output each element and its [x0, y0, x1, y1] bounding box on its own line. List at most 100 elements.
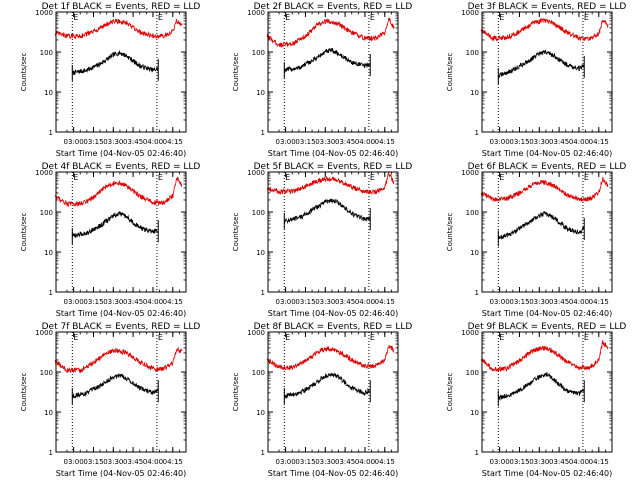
- x-tick-label: 03:30: [315, 458, 335, 466]
- y-tick-label: 1000: [247, 9, 265, 17]
- plot-frame: [55, 11, 187, 133]
- x-tick-label: 03:45: [335, 458, 355, 466]
- detector-panel: Det 8f BLACK = Events, RED = LLD Counts/s…: [232, 322, 412, 478]
- x-tick-label: 04:00: [569, 458, 589, 466]
- y-tick-label: 10: [470, 89, 479, 97]
- plot-frame: [481, 11, 613, 133]
- events-series-line: [71, 373, 159, 399]
- x-tick-label: 03:15: [83, 298, 103, 306]
- x-tick-label: 03:15: [83, 138, 103, 146]
- y-axis-label: Counts/sec: [232, 53, 240, 92]
- y-tick-label: 10: [256, 409, 265, 417]
- panel-title: Det 2f BLACK = Events, RED = LLD: [254, 2, 413, 12]
- event-marker-label: E: [285, 173, 290, 182]
- x-tick-label: 03:30: [103, 458, 123, 466]
- x-tick-label: 03:30: [103, 298, 123, 306]
- event-marker-label: E: [370, 13, 375, 22]
- y-tick-label: 1000: [35, 169, 53, 177]
- events-series-line: [283, 198, 371, 225]
- y-axis-label: Counts/sec: [232, 373, 240, 412]
- lld-series-line: [54, 347, 183, 374]
- y-tick-label: 1: [475, 449, 479, 457]
- y-axis-label: Counts/sec: [20, 373, 28, 412]
- detector-panel: Det 2f BLACK = Events, RED = LLD Counts/s…: [232, 2, 412, 158]
- y-tick-label: 10: [470, 249, 479, 257]
- y-tick-label: 1: [475, 289, 479, 297]
- y-tick-label: 100: [40, 49, 53, 57]
- x-tick-label: 04:00: [143, 138, 163, 146]
- x-tick-label: 04:00: [355, 298, 375, 306]
- event-marker-label: E: [158, 333, 163, 342]
- y-tick-label: 10: [44, 409, 53, 417]
- event-marker-label: E: [158, 13, 163, 22]
- x-axis-label: Start Time (04-Nov-05 02:46:40): [268, 469, 398, 478]
- y-tick-label: 1000: [461, 329, 479, 337]
- x-tick-label: 03:00: [64, 138, 84, 146]
- x-tick-label: 03:00: [276, 298, 296, 306]
- events-series-line: [497, 49, 585, 78]
- lld-series-line: [480, 17, 609, 42]
- y-tick-label: 1000: [35, 9, 53, 17]
- x-tick-label: 03:15: [509, 298, 529, 306]
- plot-frame: [55, 331, 187, 453]
- y-tick-label: 10: [256, 249, 265, 257]
- panel-title: Det 4f BLACK = Events, RED = LLD: [42, 162, 201, 172]
- x-tick-label: 03:00: [490, 458, 510, 466]
- y-axis-label: Counts/sec: [446, 213, 454, 252]
- x-tick-label: 04:00: [143, 458, 163, 466]
- x-tick-label: 04:15: [589, 298, 609, 306]
- plot-frame: [481, 171, 613, 293]
- y-tick-label: 1000: [35, 329, 53, 337]
- y-axis-label: Counts/sec: [446, 53, 454, 92]
- x-tick-label: 04:00: [143, 298, 163, 306]
- y-tick-label: 1: [261, 449, 265, 457]
- x-tick-label: 03:15: [83, 458, 103, 466]
- event-marker-label: E: [370, 333, 375, 342]
- plot-frame: [55, 171, 187, 293]
- x-tick-label: 04:15: [375, 458, 395, 466]
- detector-panel: Det 7f BLACK = Events, RED = LLD Counts/s…: [20, 322, 200, 478]
- x-tick-label: 03:15: [295, 138, 315, 146]
- lld-series-line: [480, 176, 609, 203]
- detector-panel: Det 3f BLACK = Events, RED = LLD Counts/s…: [446, 2, 626, 158]
- x-tick-label: 03:00: [490, 138, 510, 146]
- x-tick-label: 03:30: [529, 138, 549, 146]
- x-tick-label: 04:15: [163, 298, 183, 306]
- y-tick-label: 100: [252, 49, 265, 57]
- events-series-line: [71, 50, 159, 76]
- event-marker-label: E: [73, 173, 78, 182]
- y-axis-label: Counts/sec: [20, 53, 28, 92]
- x-axis-label: Start Time (04-Nov-05 02:46:40): [482, 309, 612, 318]
- x-tick-label: 03:45: [123, 458, 143, 466]
- events-series-line: [72, 210, 159, 238]
- detector-panel: Det 9f BLACK = Events, RED = LLD Counts/s…: [446, 322, 626, 478]
- x-tick-label: 04:00: [355, 138, 375, 146]
- panel-title: Det 9f BLACK = Events, RED = LLD: [468, 322, 627, 332]
- x-tick-label: 03:15: [509, 138, 529, 146]
- y-tick-label: 10: [44, 249, 53, 257]
- y-tick-label: 100: [466, 49, 479, 57]
- y-tick-label: 1000: [461, 9, 479, 17]
- x-tick-label: 03:00: [64, 458, 84, 466]
- plot-frame: [267, 331, 399, 453]
- y-tick-label: 10: [44, 89, 53, 97]
- x-axis-label: Start Time (04-Nov-05 02:46:40): [56, 309, 186, 318]
- y-tick-label: 1: [49, 449, 53, 457]
- detector-panel: Det 6f BLACK = Events, RED = LLD Counts/s…: [446, 162, 626, 318]
- y-axis-label: Counts/sec: [20, 213, 28, 252]
- x-tick-label: 03:30: [529, 298, 549, 306]
- detector-panel: Det 1f BLACK = Events, RED = LLD Counts/s…: [20, 2, 200, 158]
- y-tick-label: 1: [475, 129, 479, 137]
- y-tick-label: 1000: [461, 169, 479, 177]
- events-series-line: [283, 48, 371, 73]
- events-series-line: [497, 210, 585, 240]
- x-tick-label: 04:15: [589, 138, 609, 146]
- panel-title: Det 5f BLACK = Events, RED = LLD: [254, 162, 413, 172]
- y-axis-label: Counts/sec: [232, 213, 240, 252]
- x-tick-label: 03:45: [549, 138, 569, 146]
- y-tick-label: 100: [466, 209, 479, 217]
- event-marker-label: E: [285, 333, 290, 342]
- x-axis-label: Start Time (04-Nov-05 02:46:40): [482, 149, 612, 158]
- lld-series-line: [266, 172, 395, 195]
